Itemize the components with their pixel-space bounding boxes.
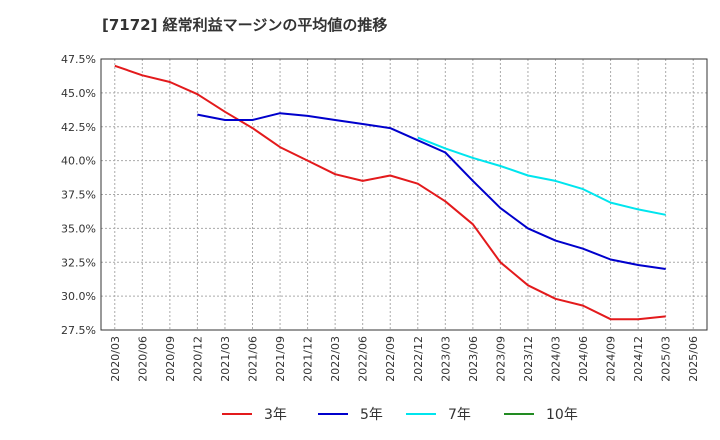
x-tick-label: 2023/03 (439, 336, 452, 382)
x-tick-label: 2025/06 (687, 336, 700, 382)
x-tick-label: 2025/03 (660, 336, 673, 382)
x-tick-label: 2024/03 (550, 336, 563, 382)
x-tick-label: 2024/06 (577, 336, 590, 382)
series-lines (114, 64, 666, 321)
legend-label: 7年 (448, 407, 471, 423)
legend-label: 3年 (264, 407, 287, 423)
y-tick-label: 32.5% (61, 256, 96, 269)
x-tick-label: 2024/09 (605, 336, 618, 382)
x-tick-label: 2022/09 (384, 336, 397, 382)
x-tick-label: 2022/06 (357, 336, 370, 382)
x-tick-label: 2022/12 (412, 336, 425, 382)
y-tick-label: 27.5% (61, 324, 96, 337)
series-line-3年 (114, 64, 666, 321)
x-tick-label: 2023/09 (494, 336, 507, 382)
series-line-7年 (417, 136, 666, 216)
plot-border (100, 58, 708, 331)
plot-area (101, 59, 707, 330)
y-tick-label: 37.5% (61, 189, 96, 202)
x-tick-label: 2020/06 (136, 336, 149, 382)
grid-lines (101, 58, 707, 331)
x-tick-label: 2024/12 (632, 336, 645, 382)
x-tick-label: 2021/03 (219, 336, 232, 382)
chart-title: [7172] 経常利益マージンの平均値の推移 (102, 16, 388, 34)
x-tick-label: 2021/06 (247, 336, 260, 382)
x-tick-label: 2021/09 (274, 336, 287, 382)
x-tick-label: 2023/12 (522, 336, 535, 382)
x-tick-label: 2020/09 (164, 336, 177, 382)
y-tick-label: 42.5% (61, 121, 96, 134)
x-tick-label: 2020/03 (109, 336, 122, 382)
x-tick-label: 2020/12 (191, 336, 204, 382)
y-tick-label: 30.0% (61, 290, 96, 303)
legend-label: 5年 (360, 407, 383, 423)
legend-label: 10年 (546, 407, 578, 423)
y-tick-label: 45.0% (61, 87, 96, 100)
y-axis-ticks: 47.5% 45.0% 42.5% 40.0% 37.5% 35.0% 32.5% 30.0%… (61, 53, 96, 337)
y-tick-label: 40.0% (61, 155, 96, 168)
x-tick-label: 2022/03 (329, 336, 342, 382)
x-tick-label: 2021/12 (302, 336, 315, 382)
y-tick-label: 35.0% (61, 222, 96, 235)
series-line-5年 (197, 112, 666, 270)
legend: 3年 5年 7年 10年 (222, 407, 578, 423)
x-axis-ticks: 2020/03 2020/06 2020/09 2020/12 2021/03 2021/… (109, 336, 700, 382)
x-tick-label: 2023/06 (467, 336, 480, 382)
y-tick-label: 47.5% (61, 53, 96, 66)
